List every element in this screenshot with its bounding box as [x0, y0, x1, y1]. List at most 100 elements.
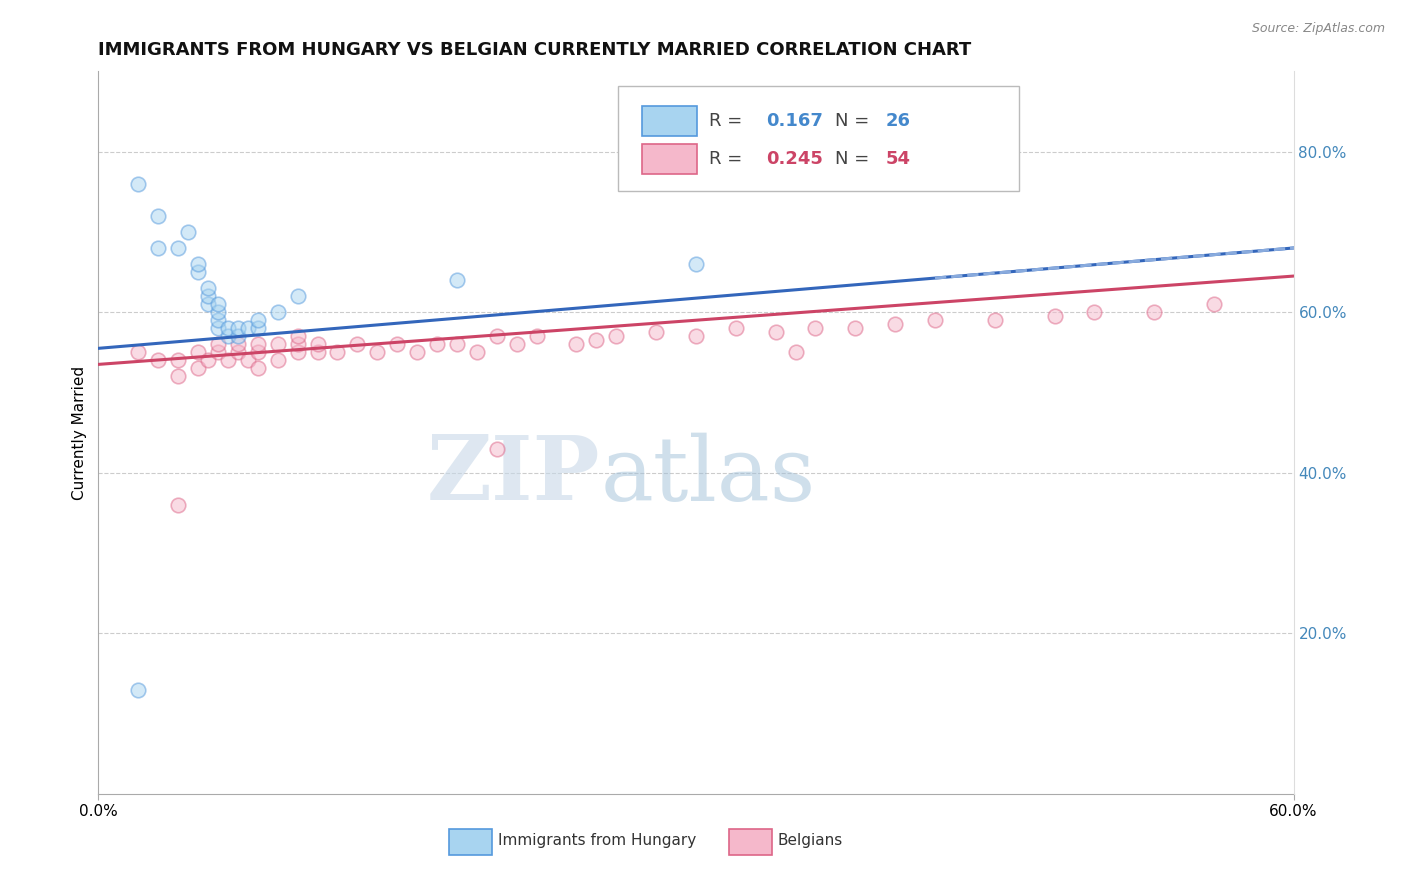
- Point: [226, 345, 249, 359]
- Point: [1083, 305, 1105, 319]
- Point: [884, 317, 907, 331]
- Point: [963, 128, 986, 143]
- Point: [346, 337, 368, 351]
- Point: [177, 225, 200, 239]
- Point: [326, 345, 349, 359]
- Point: [1043, 310, 1066, 324]
- Point: [127, 177, 149, 191]
- Point: [207, 313, 229, 327]
- Point: [187, 257, 209, 271]
- Point: [287, 289, 309, 303]
- Point: [1202, 297, 1225, 311]
- Point: [207, 337, 229, 351]
- Point: [804, 321, 827, 335]
- FancyBboxPatch shape: [643, 106, 697, 136]
- Point: [197, 289, 219, 303]
- Point: [246, 345, 269, 359]
- Point: [446, 337, 468, 351]
- Point: [406, 345, 429, 359]
- Text: IMMIGRANTS FROM HUNGARY VS BELGIAN CURRENTLY MARRIED CORRELATION CHART: IMMIGRANTS FROM HUNGARY VS BELGIAN CURRE…: [98, 41, 972, 59]
- Point: [267, 337, 290, 351]
- Point: [197, 281, 219, 295]
- Point: [167, 498, 190, 512]
- Point: [765, 325, 787, 339]
- FancyBboxPatch shape: [730, 830, 772, 855]
- Point: [197, 297, 219, 311]
- Point: [207, 345, 229, 359]
- Point: [526, 329, 548, 343]
- Point: [226, 337, 249, 351]
- Text: 26: 26: [886, 112, 911, 130]
- Point: [217, 321, 239, 335]
- Text: N =: N =: [835, 150, 875, 168]
- FancyBboxPatch shape: [619, 86, 1019, 191]
- Point: [187, 265, 209, 279]
- Text: 0.245: 0.245: [766, 150, 824, 168]
- Text: Immigrants from Hungary: Immigrants from Hungary: [498, 833, 696, 848]
- Point: [645, 325, 668, 339]
- Y-axis label: Currently Married: Currently Married: [72, 366, 87, 500]
- Point: [605, 329, 627, 343]
- Point: [127, 345, 149, 359]
- Point: [287, 329, 309, 343]
- Text: Source: ZipAtlas.com: Source: ZipAtlas.com: [1251, 22, 1385, 36]
- Text: Belgians: Belgians: [778, 833, 842, 848]
- Point: [485, 442, 508, 456]
- Point: [246, 337, 269, 351]
- Point: [236, 321, 259, 335]
- Text: 0.167: 0.167: [766, 112, 824, 130]
- Point: [148, 353, 170, 368]
- Point: [246, 313, 269, 327]
- Point: [924, 313, 946, 327]
- Point: [207, 305, 229, 319]
- Point: [984, 313, 1007, 327]
- Point: [385, 337, 409, 351]
- Point: [236, 353, 259, 368]
- Point: [148, 241, 170, 255]
- Point: [207, 297, 229, 311]
- Point: [217, 329, 239, 343]
- Point: [785, 345, 807, 359]
- Point: [267, 305, 290, 319]
- Text: ZIP: ZIP: [427, 433, 600, 519]
- Point: [287, 337, 309, 351]
- Point: [685, 257, 707, 271]
- Point: [127, 682, 149, 697]
- Point: [187, 361, 209, 376]
- Text: atlas: atlas: [600, 433, 815, 520]
- Point: [287, 345, 309, 359]
- Point: [167, 353, 190, 368]
- Point: [485, 329, 508, 343]
- FancyBboxPatch shape: [643, 144, 697, 174]
- Point: [506, 337, 529, 351]
- Point: [844, 321, 866, 335]
- Text: 54: 54: [886, 150, 911, 168]
- Point: [226, 321, 249, 335]
- Text: R =: R =: [709, 150, 748, 168]
- Point: [167, 369, 190, 384]
- Point: [267, 353, 290, 368]
- Point: [685, 329, 707, 343]
- Point: [226, 329, 249, 343]
- Point: [246, 321, 269, 335]
- Point: [246, 361, 269, 376]
- Point: [366, 345, 388, 359]
- Point: [148, 209, 170, 223]
- Point: [167, 241, 190, 255]
- Point: [724, 321, 747, 335]
- Point: [187, 345, 209, 359]
- Point: [1143, 305, 1166, 319]
- Point: [207, 321, 229, 335]
- Point: [585, 334, 607, 348]
- Point: [197, 353, 219, 368]
- FancyBboxPatch shape: [449, 830, 492, 855]
- Point: [465, 345, 488, 359]
- Text: R =: R =: [709, 112, 748, 130]
- Point: [307, 345, 329, 359]
- Point: [307, 337, 329, 351]
- Point: [217, 353, 239, 368]
- Text: N =: N =: [835, 112, 875, 130]
- Point: [426, 337, 449, 351]
- Point: [565, 337, 588, 351]
- Point: [446, 273, 468, 287]
